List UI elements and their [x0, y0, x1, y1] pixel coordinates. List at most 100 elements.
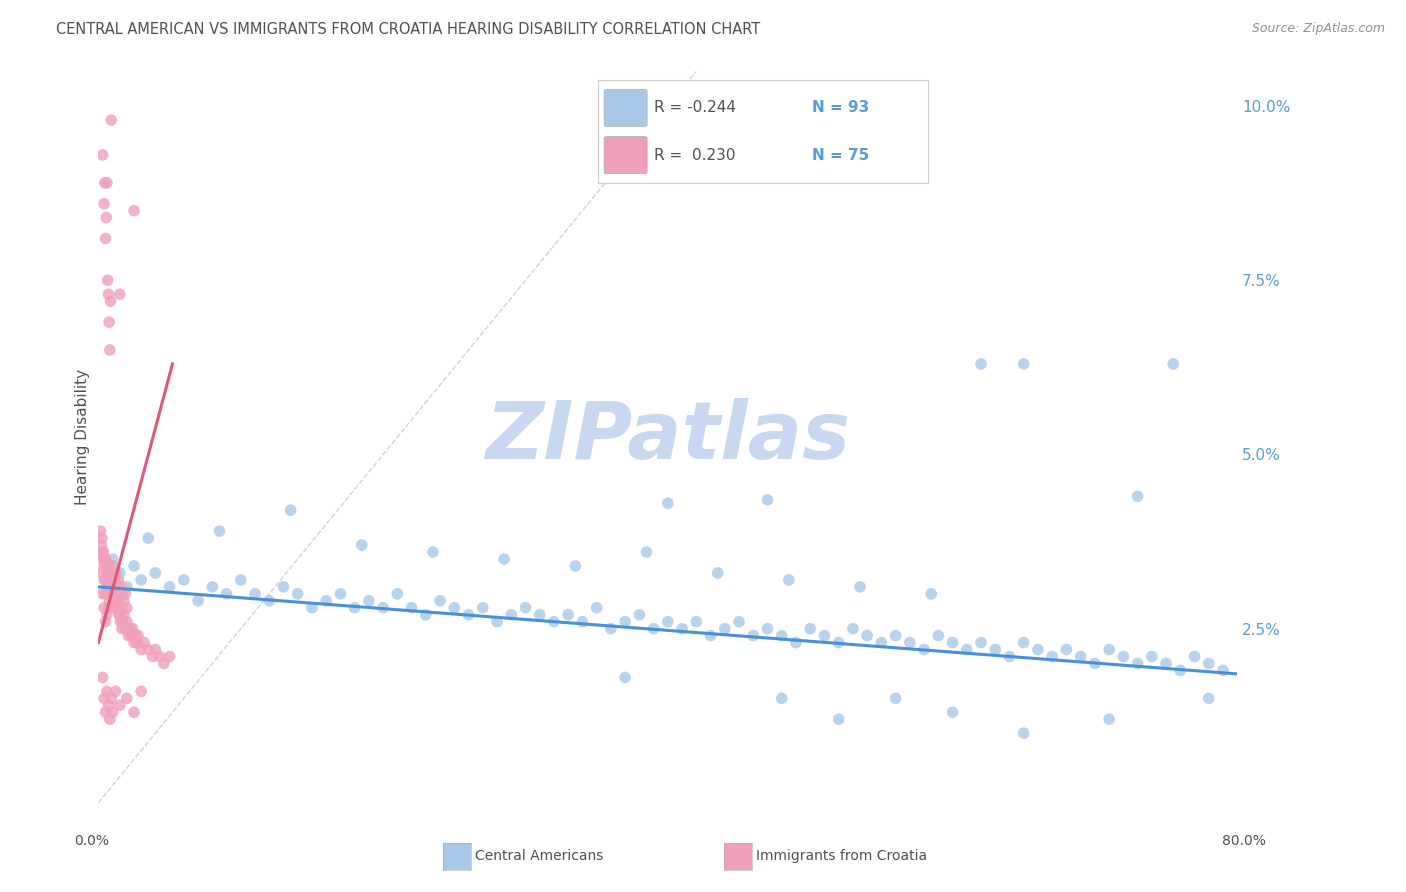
- Text: N = 75: N = 75: [813, 148, 869, 162]
- Point: [970, 357, 993, 371]
- Point: [100, 566, 122, 580]
- Point: [103, 594, 125, 608]
- Point: [107, 594, 129, 608]
- Point: [422, 545, 444, 559]
- Point: [942, 705, 965, 719]
- Point: [401, 600, 423, 615]
- Point: [136, 642, 159, 657]
- Point: [98, 343, 121, 357]
- Point: [94, 705, 117, 719]
- Point: [97, 566, 120, 580]
- Point: [101, 552, 124, 566]
- Point: [1112, 649, 1135, 664]
- Point: [105, 594, 128, 608]
- Point: [357, 594, 380, 608]
- Point: [828, 635, 851, 649]
- Point: [97, 287, 120, 301]
- Point: [884, 691, 907, 706]
- Point: [1161, 357, 1184, 371]
- Point: [1012, 726, 1035, 740]
- Point: [671, 622, 693, 636]
- Point: [104, 600, 127, 615]
- Point: [543, 615, 565, 629]
- Point: [121, 622, 143, 636]
- Point: [110, 580, 132, 594]
- Point: [149, 649, 172, 664]
- Point: [108, 607, 131, 622]
- Point: [229, 573, 252, 587]
- Point: [136, 531, 159, 545]
- Point: [93, 196, 115, 211]
- Point: [122, 203, 145, 218]
- Point: [115, 615, 138, 629]
- Point: [1040, 649, 1063, 664]
- Point: [494, 552, 516, 566]
- Point: [920, 587, 942, 601]
- Point: [1084, 657, 1107, 671]
- Point: [778, 573, 800, 587]
- Point: [100, 691, 122, 706]
- Point: [657, 615, 679, 629]
- Point: [96, 580, 118, 594]
- Point: [98, 573, 121, 587]
- Point: [97, 698, 120, 713]
- Point: [529, 607, 551, 622]
- Point: [91, 552, 114, 566]
- Point: [685, 615, 707, 629]
- Point: [100, 113, 122, 128]
- Point: [515, 600, 537, 615]
- Point: [657, 496, 679, 510]
- Point: [884, 629, 907, 643]
- Point: [98, 573, 121, 587]
- Point: [107, 600, 129, 615]
- Point: [108, 698, 131, 713]
- Point: [870, 635, 893, 649]
- Point: [443, 600, 465, 615]
- Point: [108, 607, 131, 622]
- Point: [371, 600, 394, 615]
- Point: [457, 607, 479, 622]
- Text: Central Americans: Central Americans: [475, 849, 603, 863]
- Point: [91, 531, 114, 545]
- Point: [90, 524, 112, 538]
- Point: [110, 615, 132, 629]
- Point: [125, 635, 148, 649]
- Point: [1154, 657, 1177, 671]
- Point: [273, 580, 295, 594]
- Point: [96, 684, 118, 698]
- Point: [301, 600, 323, 615]
- Point: [112, 594, 135, 608]
- Point: [564, 558, 586, 573]
- Point: [100, 580, 122, 594]
- Point: [343, 600, 366, 615]
- Point: [94, 587, 117, 601]
- Point: [350, 538, 373, 552]
- Point: [287, 587, 309, 601]
- Text: CENTRAL AMERICAN VS IMMIGRANTS FROM CROATIA HEARING DISABILITY CORRELATION CHART: CENTRAL AMERICAN VS IMMIGRANTS FROM CROA…: [56, 22, 761, 37]
- Point: [706, 566, 728, 580]
- Point: [101, 580, 124, 594]
- Point: [101, 705, 124, 719]
- Text: 0.0%: 0.0%: [73, 834, 108, 848]
- Point: [90, 566, 112, 580]
- Point: [111, 622, 134, 636]
- Point: [98, 315, 121, 329]
- Point: [111, 615, 134, 629]
- Point: [187, 594, 209, 608]
- Point: [100, 587, 122, 601]
- Point: [486, 615, 509, 629]
- Text: Immigrants from Croatia: Immigrants from Croatia: [756, 849, 928, 863]
- Point: [643, 622, 665, 636]
- Point: [97, 600, 120, 615]
- Point: [153, 657, 176, 671]
- Point: [201, 580, 224, 594]
- Point: [94, 573, 117, 587]
- Point: [145, 642, 167, 657]
- Point: [927, 629, 949, 643]
- Point: [1026, 642, 1049, 657]
- Point: [984, 642, 1007, 657]
- Point: [101, 587, 124, 601]
- Point: [111, 587, 134, 601]
- Point: [104, 566, 127, 580]
- Point: [101, 558, 124, 573]
